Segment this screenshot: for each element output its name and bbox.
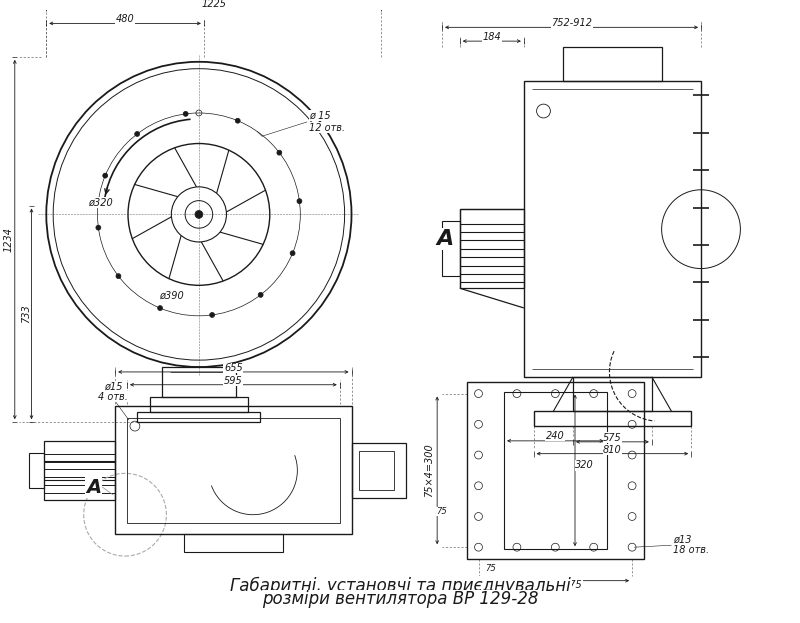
Circle shape bbox=[210, 313, 214, 317]
Text: 810: 810 bbox=[603, 445, 622, 455]
Bar bbox=[44, 441, 115, 500]
Circle shape bbox=[183, 112, 188, 117]
Text: Габаритні, установчі та приєднувальні: Габаритні, установчі та приєднувальні bbox=[230, 576, 571, 595]
Text: 655: 655 bbox=[224, 363, 242, 373]
Bar bbox=[115, 406, 351, 535]
Bar bbox=[442, 221, 460, 277]
Bar bbox=[127, 418, 340, 523]
Text: 75×4=300: 75×4=300 bbox=[424, 444, 434, 497]
Bar bbox=[466, 382, 644, 559]
Circle shape bbox=[195, 211, 203, 218]
Circle shape bbox=[102, 173, 108, 178]
Circle shape bbox=[277, 150, 282, 155]
Bar bbox=[359, 450, 394, 490]
Text: 18 отв.: 18 отв. bbox=[674, 545, 710, 555]
Text: 12 отв.: 12 отв. bbox=[309, 123, 346, 133]
Circle shape bbox=[158, 306, 162, 310]
Text: ø390: ø390 bbox=[159, 291, 184, 301]
Bar bbox=[351, 443, 406, 498]
Text: ø15: ø15 bbox=[104, 382, 122, 392]
Text: 184: 184 bbox=[482, 32, 501, 42]
Bar bbox=[29, 453, 44, 488]
Circle shape bbox=[258, 292, 263, 297]
Circle shape bbox=[96, 225, 101, 230]
Text: A: A bbox=[437, 229, 454, 249]
Bar bbox=[184, 535, 282, 552]
Text: ø 15: ø 15 bbox=[309, 111, 330, 121]
Bar bbox=[573, 377, 652, 411]
Bar bbox=[534, 411, 691, 426]
Bar bbox=[138, 412, 261, 422]
Text: 480: 480 bbox=[116, 14, 134, 24]
Text: 320: 320 bbox=[575, 460, 594, 470]
Circle shape bbox=[235, 118, 240, 123]
Text: 1225: 1225 bbox=[201, 0, 226, 9]
Circle shape bbox=[290, 250, 295, 255]
Bar bbox=[563, 47, 662, 82]
Text: 75: 75 bbox=[437, 507, 447, 516]
Bar bbox=[504, 392, 606, 549]
Text: 240: 240 bbox=[546, 431, 565, 441]
Bar bbox=[162, 367, 236, 397]
Bar bbox=[524, 82, 701, 377]
Text: 752-912: 752-912 bbox=[551, 19, 592, 29]
Text: ø13: ø13 bbox=[674, 535, 692, 545]
Text: 4 отв.: 4 отв. bbox=[98, 391, 128, 402]
Text: розміри вентилятора ВР 129-28: розміри вентилятора ВР 129-28 bbox=[262, 591, 539, 609]
Text: 1234: 1234 bbox=[4, 227, 14, 252]
Text: ø320: ø320 bbox=[88, 197, 113, 207]
Text: 75: 75 bbox=[485, 564, 496, 573]
Bar bbox=[150, 397, 248, 412]
Text: 575: 575 bbox=[603, 433, 622, 443]
Text: 595: 595 bbox=[224, 376, 242, 386]
Bar bbox=[460, 209, 524, 288]
Text: 75×5=375: 75×5=375 bbox=[529, 579, 582, 589]
Text: 733: 733 bbox=[21, 305, 30, 323]
Text: A: A bbox=[86, 478, 101, 497]
Circle shape bbox=[116, 273, 121, 278]
Circle shape bbox=[297, 199, 302, 204]
Circle shape bbox=[134, 131, 140, 136]
